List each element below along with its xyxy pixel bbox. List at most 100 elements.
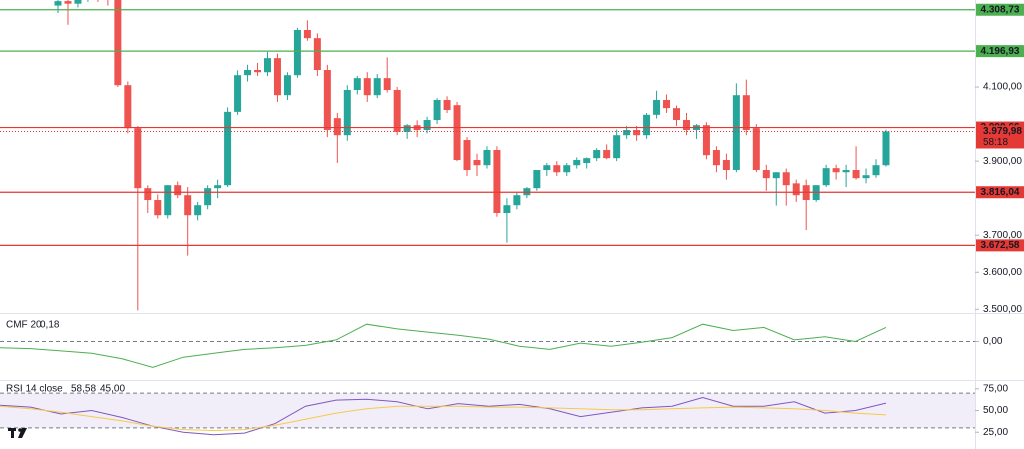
candle-body xyxy=(882,131,890,166)
level-label: 4.196,93 xyxy=(981,46,1020,57)
candle-body xyxy=(583,158,591,163)
candle-body xyxy=(263,58,271,73)
y-tick-label: 3.600,00 xyxy=(983,267,1022,278)
level-label-box xyxy=(976,3,1024,16)
level-label: 4.308,73 xyxy=(981,4,1020,15)
y-tick-label: 0,00 xyxy=(983,336,1003,347)
countdown-label: 58:18 xyxy=(983,137,1008,148)
candle-body xyxy=(673,108,681,121)
candle-body xyxy=(782,172,790,186)
candle-body xyxy=(772,172,780,179)
candle-body xyxy=(363,78,371,96)
last-price-box xyxy=(976,125,1024,149)
level-label-box xyxy=(976,239,1024,252)
level-label-box xyxy=(976,45,1024,58)
candle-body xyxy=(303,30,311,39)
y-tick-label: 25,00 xyxy=(983,427,1008,438)
candle-body xyxy=(353,78,361,91)
candle-body xyxy=(872,165,880,176)
candle-body xyxy=(822,168,830,186)
candle-body xyxy=(184,195,192,216)
rsi-band xyxy=(0,393,975,428)
candle-body xyxy=(712,150,720,166)
candle-body xyxy=(254,70,262,73)
candle-body xyxy=(573,160,581,166)
candle-body xyxy=(244,70,252,76)
candle-body xyxy=(663,100,671,109)
candle-body xyxy=(154,200,162,216)
indicator-line xyxy=(0,405,887,432)
candle-body xyxy=(194,205,202,216)
cmf-pane xyxy=(0,323,975,368)
candle-body xyxy=(273,58,281,96)
candle-body xyxy=(792,183,800,196)
candle-body xyxy=(323,70,331,131)
y-tick-label: 3.500,00 xyxy=(983,304,1022,315)
candle-body xyxy=(483,150,491,166)
candle-body xyxy=(383,78,391,91)
candle-body xyxy=(563,165,571,173)
candle-body xyxy=(74,0,82,4)
y-tick-label: 3.700,00 xyxy=(983,230,1022,241)
indicator-line xyxy=(0,323,887,368)
candle-body xyxy=(333,118,341,136)
candle-body xyxy=(503,205,511,213)
last-price-label: 3.979,98 xyxy=(983,126,1022,137)
candle-body xyxy=(214,185,222,189)
candle-body xyxy=(842,170,850,173)
candle-body xyxy=(762,170,770,179)
cmf-value: 0,18 xyxy=(40,320,60,331)
y-tick-label: 3.900,00 xyxy=(983,156,1022,167)
rsi-title: RSI 14 close xyxy=(6,384,63,395)
candle-body xyxy=(124,85,132,129)
cmf-title: CMF 20 xyxy=(6,320,42,331)
candle-body xyxy=(373,78,381,96)
candle-body xyxy=(343,90,351,136)
candle-body xyxy=(613,135,621,159)
candle-body xyxy=(752,128,760,171)
candle-body xyxy=(653,100,661,115)
candle-body xyxy=(144,188,152,201)
candle-body xyxy=(134,128,142,189)
level-label-box xyxy=(976,186,1024,199)
candle-body xyxy=(493,150,501,213)
candle-body xyxy=(513,195,521,206)
candle-body xyxy=(423,120,431,131)
candle-body xyxy=(593,150,601,159)
candle-body xyxy=(633,130,641,136)
candle-body xyxy=(174,185,182,196)
candle-body xyxy=(393,90,401,132)
candle-body xyxy=(443,100,451,111)
rsi-ma-value: 45,00 xyxy=(100,384,125,395)
candle-body xyxy=(732,95,740,171)
rsi-value: 58,58 xyxy=(71,384,96,395)
candle-body xyxy=(433,100,441,121)
candle-body xyxy=(553,165,561,173)
candle-body xyxy=(293,30,301,76)
candle-body xyxy=(543,165,551,171)
candle-body xyxy=(164,185,172,216)
price-pane xyxy=(0,0,975,311)
candle-body xyxy=(852,170,860,179)
candle-body xyxy=(224,111,232,186)
candle-body xyxy=(742,95,750,131)
candle-body xyxy=(473,160,481,166)
level-label: 3.816,04 xyxy=(981,187,1020,198)
y-tick-label: 4.100,00 xyxy=(983,82,1022,93)
candle-body xyxy=(643,114,651,136)
candle-body xyxy=(463,140,471,171)
price-axis: 3.500,00 3.600,00 3.700,00 3.900,00 4.100,00… xyxy=(975,3,1024,438)
candle-body xyxy=(54,1,62,6)
candle-body xyxy=(862,175,870,179)
candle-body xyxy=(313,38,321,71)
candle-body xyxy=(623,130,631,136)
logo xyxy=(8,428,27,438)
candle-body xyxy=(682,120,690,131)
level-label: 3.672,58 xyxy=(981,240,1020,251)
candle-body xyxy=(114,0,122,86)
candle-body xyxy=(64,1,72,4)
candle-body xyxy=(722,160,730,171)
candle-body xyxy=(283,75,291,96)
candle-body xyxy=(234,75,242,112)
